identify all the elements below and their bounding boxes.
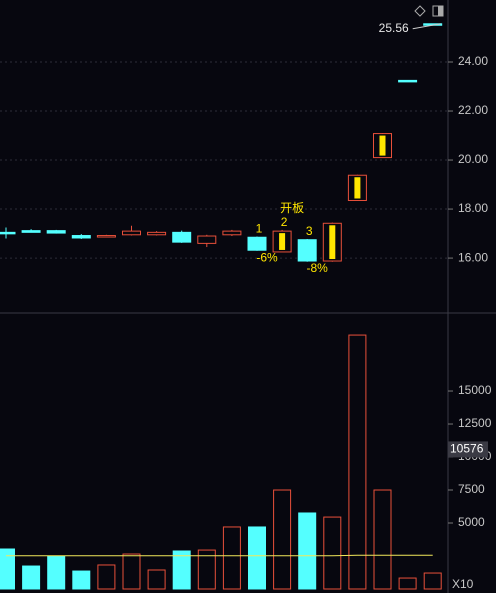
limit-marker [354, 177, 361, 199]
candle-body [71, 235, 91, 239]
limit-marker [379, 135, 386, 156]
candle-label: 3 [306, 224, 313, 238]
current-value: 10576 [450, 442, 484, 456]
volume-bar [0, 548, 15, 590]
limit-marker [279, 233, 286, 250]
y-tick-label: 18.00 [458, 201, 488, 215]
y-tick-label: 12500 [458, 416, 492, 430]
candle-body [398, 79, 418, 83]
window-icon-half [438, 6, 443, 16]
candle-body [197, 235, 217, 244]
limit-marker [329, 225, 336, 260]
volume-bar [22, 565, 41, 590]
y-tick-label: 22.00 [458, 103, 488, 117]
candle-body [96, 235, 116, 238]
candle-label: 1 [256, 222, 263, 236]
volume-bar [47, 555, 66, 590]
candle-body [247, 236, 267, 251]
diamond-icon[interactable] [414, 5, 426, 17]
volume-bar [172, 550, 191, 590]
last-price-label: 25.56 [379, 21, 409, 35]
candle-body [0, 231, 16, 235]
candle-body [222, 230, 242, 236]
y-tick-label: 15000 [458, 383, 492, 397]
annotation: 开板 [280, 201, 304, 215]
candle-body [46, 230, 66, 234]
candle-body [122, 230, 141, 236]
volume-bar [398, 577, 417, 590]
volume-bar [197, 549, 216, 590]
volume-ma [6, 554, 433, 557]
y-tick-label: 16.00 [458, 250, 488, 264]
last-price-line [412, 23, 441, 30]
volume-bar [323, 516, 342, 590]
volume-bar [273, 489, 292, 590]
y-tick-label: 7500 [458, 482, 485, 496]
volume-bar [248, 526, 266, 590]
volume-bar [222, 526, 241, 590]
volume-bar [122, 553, 141, 590]
candle-body [21, 230, 41, 233]
volume-bar [348, 334, 367, 590]
volume-bar [423, 572, 442, 590]
candle-body [297, 239, 317, 262]
y-tick-label: 5000 [458, 515, 485, 529]
pct-label: -8% [307, 261, 329, 275]
candle-body [147, 231, 167, 236]
candle-body [172, 231, 192, 243]
volume-bar [97, 564, 116, 590]
current-value-box [448, 441, 488, 458]
candle-label: 2 [281, 215, 288, 229]
y-tick-label: 20.00 [458, 152, 488, 166]
volume-bar [298, 512, 317, 590]
y-tick-label: 24.00 [458, 54, 488, 68]
volume-bar [147, 569, 166, 590]
volume-bar [72, 570, 91, 590]
multiplier: X10 [452, 577, 474, 591]
pct-label: -6% [256, 250, 278, 264]
volume-bar [373, 489, 392, 590]
